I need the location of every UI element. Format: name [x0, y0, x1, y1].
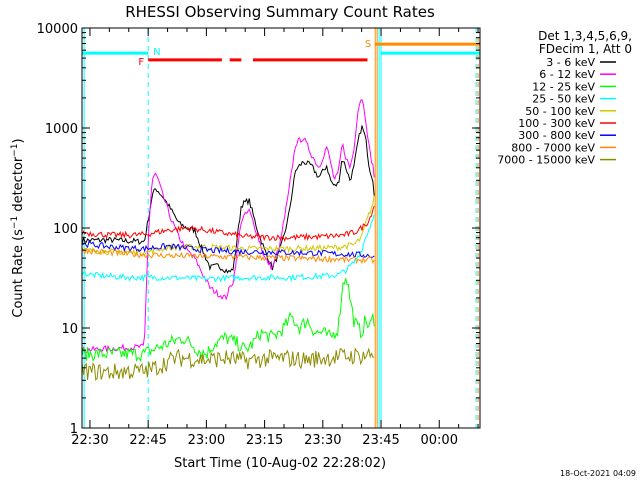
plot-frame [81, 27, 481, 429]
y-tick-label-3: 1000 [45, 122, 78, 137]
legend-label-8: 800 - 7000 keV [511, 141, 595, 154]
axes: 22:30 22:45 23:00 23:15 23:30 23:45 00:00 1 10 10… [37, 22, 480, 448]
x-tick-label-1: 22:45 [129, 433, 166, 448]
x-tick-label-6: 00:00 [421, 433, 458, 448]
x-tick-label-4: 23:30 [304, 433, 341, 448]
x-tick-label-3: 23:15 [246, 433, 283, 448]
legend-label-2: 6 - 12 keV [539, 68, 595, 81]
series-line-1 [81, 125, 375, 274]
legend-label-4: 25 - 50 keV [532, 93, 595, 106]
y-tick-label-2: 100 [53, 222, 78, 237]
legend-label-1: 3 - 6 keV [546, 56, 595, 69]
series-line-2 [81, 98, 375, 353]
series-line-8 [81, 247, 375, 265]
legend-label-3: 12 - 25 keV [532, 80, 595, 93]
y-tick-label-4: 10000 [37, 22, 78, 37]
series-line-5 [81, 195, 375, 257]
legend-label-6: 100 - 300 keV [518, 117, 595, 130]
legend-header-2: FDecim 1, Att 0 [539, 42, 632, 56]
legend-label-5: 50 - 100 keV [525, 105, 595, 118]
chart-title: RHESSI Observing Summary Count Rates [125, 3, 435, 21]
series-line-7 [81, 240, 375, 258]
y-tick-label-1: 10 [61, 322, 78, 337]
legend-label-7: 300 - 800 keV [518, 129, 595, 142]
footer-timestamp: 18-Oct-2021 04:09 [560, 469, 636, 478]
y-tick-label-0: 1 [70, 422, 78, 437]
series-line-9 [81, 347, 375, 382]
x-tick-label-2: 23:00 [188, 433, 225, 448]
x-tick-label-0: 22:30 [71, 433, 108, 448]
legend-label-9: 7000 - 15000 keV [497, 154, 595, 167]
legend: Det 1,3,4,5,6,9, FDecim 1, Att 0 3 - 6 k… [497, 29, 632, 167]
series-line-6 [81, 205, 375, 242]
plot-area: NF S [81, 28, 480, 428]
flag-label-N: N [153, 47, 160, 58]
x-axis-label: Start Time (10-Aug-02 22:28:02) [174, 456, 386, 471]
series-line-3 [81, 278, 375, 363]
legend-header-1: Det 1,3,4,5,6,9, [538, 29, 632, 43]
flag-label-S: S [365, 39, 371, 50]
y-axis-label: Count Rate (s−1 detector−1) [10, 138, 26, 317]
flag-label-F: F [138, 57, 144, 68]
x-tick-label-5: 23:45 [362, 433, 399, 448]
series-line-4 [81, 214, 375, 283]
